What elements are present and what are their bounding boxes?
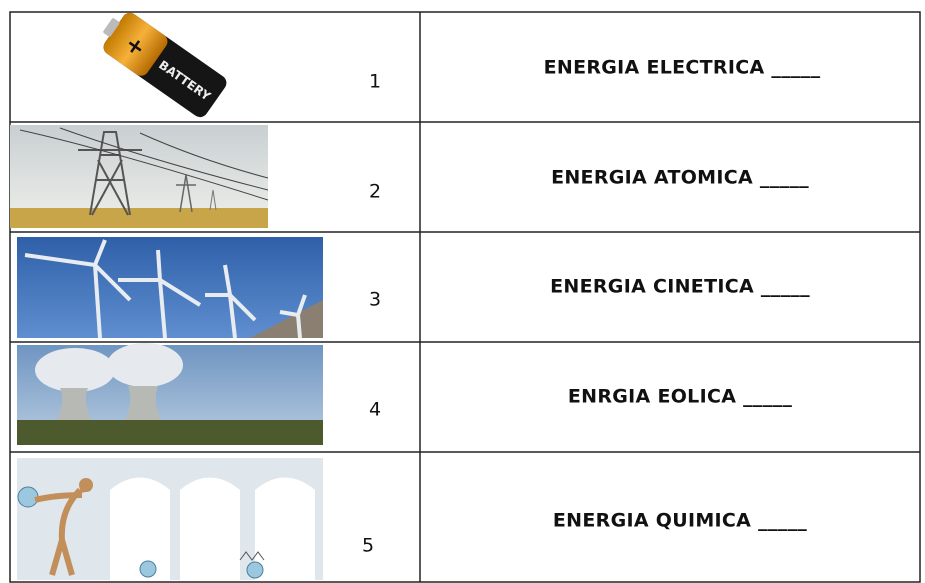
row-number: 2 — [369, 181, 381, 203]
table-border — [9, 11, 921, 583]
row-number: 1 — [369, 71, 381, 93]
row-number: 5 — [362, 535, 374, 557]
bowling-physics-image — [17, 458, 323, 580]
energy-label: ENERGIA ELECTRICA _____ — [544, 57, 821, 79]
wind-turbines-image — [17, 237, 323, 339]
energy-label: ENERGIA ATOMICA _____ — [551, 167, 809, 189]
power-lines-image — [10, 125, 269, 228]
row-number: 3 — [369, 289, 381, 311]
energy-label: ENRGIA EOLICA _____ — [568, 386, 792, 408]
energy-label: ENERGIA CINETICA _____ — [550, 276, 810, 298]
energy-label: ENERGIA QUIMICA _____ — [553, 510, 807, 532]
cooling-towers-image — [17, 343, 323, 445]
battery-image: + BATTERY — [103, 12, 227, 118]
row-number: 4 — [369, 399, 381, 421]
